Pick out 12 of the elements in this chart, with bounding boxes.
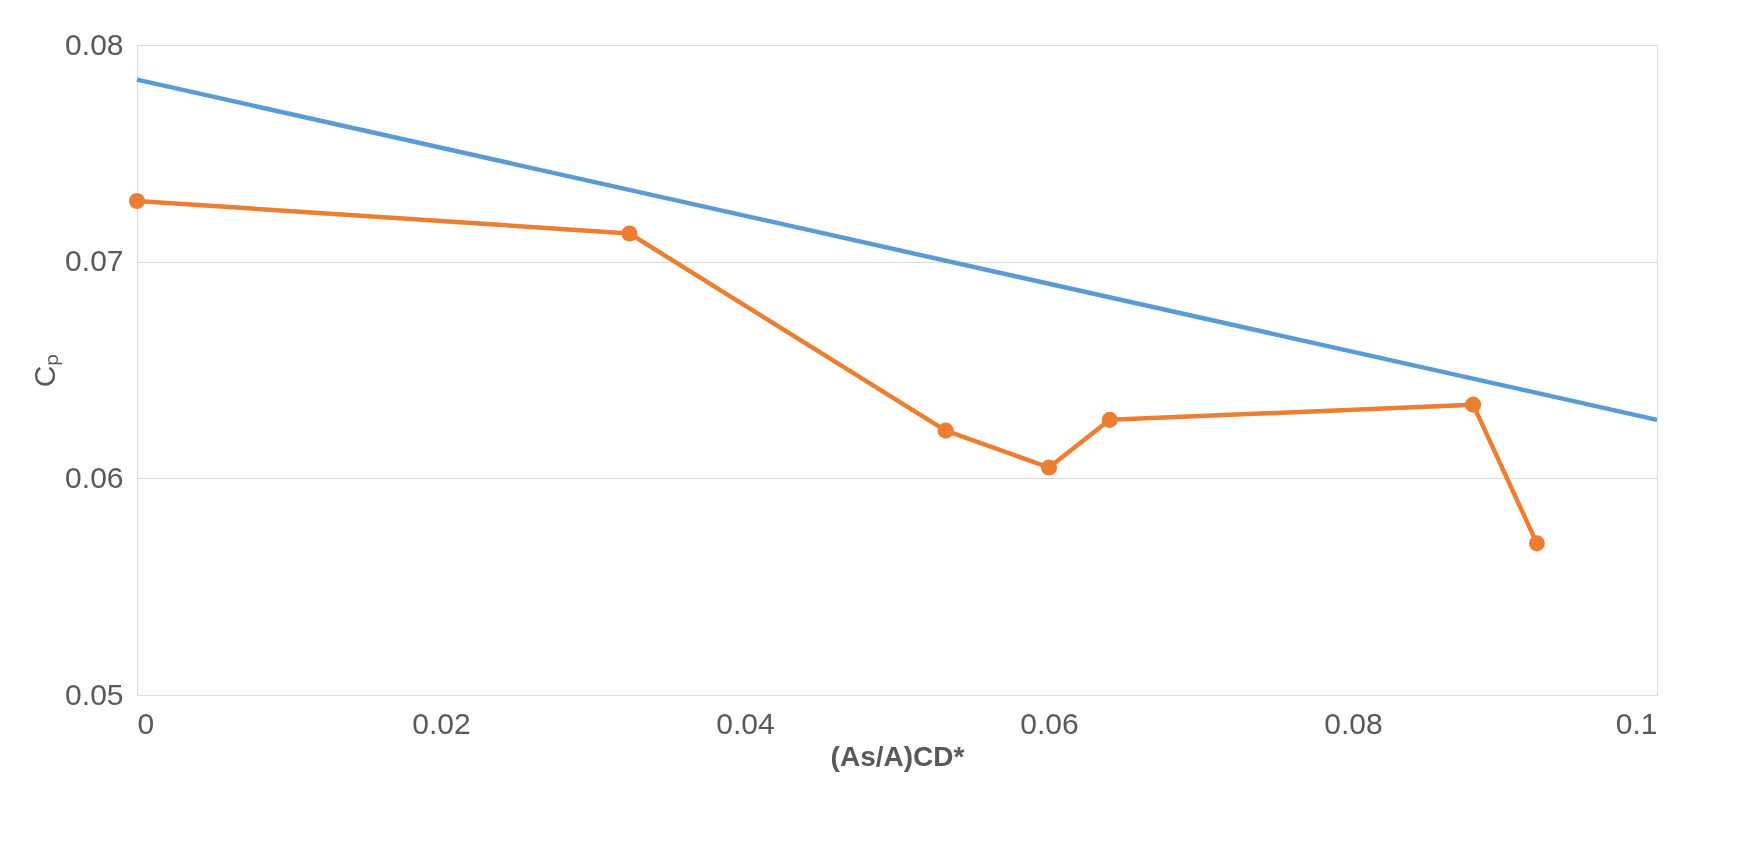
x-tick-label: 0.04: [716, 706, 775, 740]
x-tick-label: 0.02: [412, 706, 471, 740]
y-tick-label: 0.07: [65, 244, 124, 278]
y-tick-label: 0.06: [65, 460, 124, 494]
y-tick-label: 0.08: [65, 27, 124, 61]
x-tick-label: 0.06: [1020, 706, 1079, 740]
y-tick-label: 0.05: [65, 677, 124, 711]
x-tick-label: 0: [137, 706, 155, 740]
x-tick-label: 0.08: [1324, 706, 1383, 740]
y-axis-title: Cₚ: [28, 353, 64, 388]
x-tick-label: 0.1: [1615, 706, 1658, 740]
x-axis-title: (As/A)CD*: [830, 740, 965, 772]
